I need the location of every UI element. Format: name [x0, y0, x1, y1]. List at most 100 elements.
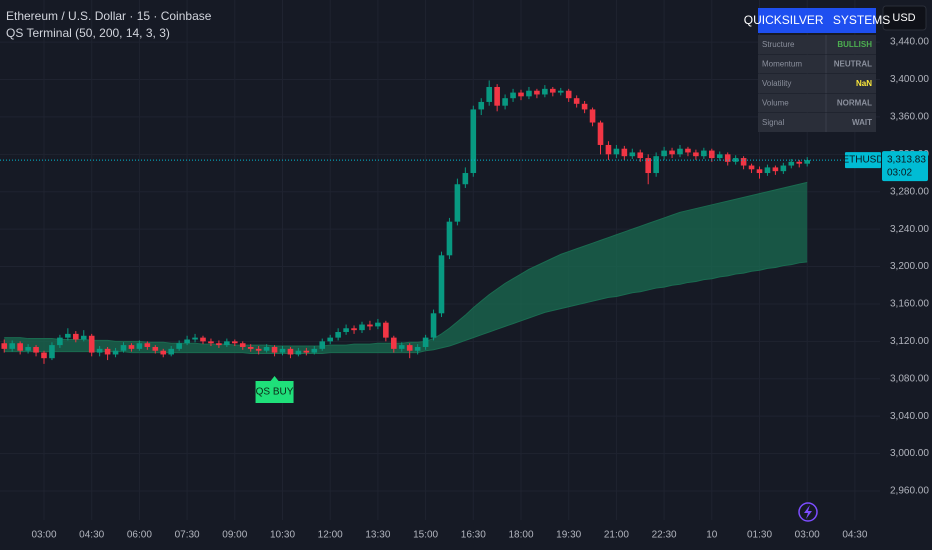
y-tick-label: 3,040.00 [890, 411, 929, 422]
candle-body [33, 346, 39, 353]
x-tick-label: 22:30 [652, 530, 677, 541]
candle-body [748, 165, 755, 170]
candle-body [589, 109, 596, 123]
table-row [758, 54, 876, 74]
candle-body [605, 144, 612, 155]
candle-body [80, 335, 87, 340]
candle-body [430, 313, 437, 338]
logo-icon[interactable] [798, 502, 818, 522]
candle-body [367, 324, 373, 327]
x-tick-label: 01:30 [747, 530, 772, 541]
table-row [758, 74, 876, 93]
currency-label: USD [892, 12, 915, 24]
candle-body [263, 346, 270, 351]
table-row [758, 93, 876, 113]
row-value: NEUTRAL [834, 60, 872, 69]
candle-body [120, 345, 127, 351]
y-tick-label: 3,360.00 [890, 112, 929, 123]
row-value: BULLISH [837, 40, 872, 49]
band-fill [4, 182, 808, 354]
x-tick-label: 19:30 [556, 530, 581, 541]
candle-body [724, 154, 731, 162]
x-tick-label: 18:00 [508, 530, 533, 541]
candle-body [9, 343, 15, 349]
candle-body [184, 339, 190, 344]
candle-body [232, 341, 238, 344]
candle-body [669, 150, 675, 155]
candle-body [796, 161, 803, 164]
x-tick-label: 04:30 [79, 530, 104, 541]
y-tick-label: 3,280.00 [890, 186, 929, 197]
x-tick-label: 03:00 [795, 530, 820, 541]
candle-body [152, 346, 159, 351]
candle-body [168, 348, 174, 355]
candle-body [17, 343, 23, 351]
candle-body [136, 343, 143, 349]
x-tick-label: 13:30 [365, 530, 390, 541]
row-value: NORMAL [837, 99, 872, 108]
price-tag [882, 151, 928, 182]
chart-title: Ethereum / U.S. Dollar · 15 · Coinbase [6, 9, 212, 23]
candle-body [637, 152, 644, 159]
y-tick-label: 3,120.00 [890, 336, 929, 347]
table-title: QUICKSILVER SYSTEMS [744, 13, 890, 27]
candle-body [597, 122, 604, 145]
row-value: WAIT [852, 118, 872, 127]
candle-body [303, 350, 310, 353]
x-tick-label: 06:00 [127, 530, 152, 541]
candle-body [494, 86, 500, 106]
candle-body [160, 350, 167, 355]
countdown-label: 03:02 [887, 168, 912, 179]
signal-label: QS BUY [256, 387, 294, 398]
candle-body [335, 332, 341, 338]
candle-body [550, 88, 556, 93]
candle-body [422, 337, 429, 347]
candle-body [65, 333, 71, 338]
y-tick-label: 2,960.00 [890, 486, 929, 497]
currency-button[interactable] [882, 5, 927, 31]
y-tick-label: 3,400.00 [890, 74, 929, 85]
candle-body [375, 322, 381, 327]
candle-body [216, 343, 222, 346]
x-tick-label: 21:00 [604, 530, 629, 541]
candle-body [701, 150, 707, 157]
candle-body [319, 341, 326, 349]
candle-body [343, 328, 349, 333]
candle-body [804, 160, 810, 164]
row-label: Volume [762, 99, 789, 108]
candle-body [756, 169, 763, 174]
candle-body [518, 92, 524, 97]
signal-box [255, 376, 294, 403]
x-tick-label: 03:00 [31, 530, 56, 541]
candle-body [271, 346, 278, 353]
candle-body [486, 86, 492, 102]
candle-body [573, 98, 580, 104]
price-label: 3,313.83 [887, 155, 926, 166]
candle-body [677, 148, 683, 155]
table-header [758, 8, 876, 33]
candle-body [287, 348, 294, 355]
candle-body [144, 343, 151, 347]
symbol-label: ETHUSD [842, 155, 883, 166]
x-tick-label: 16:30 [461, 530, 486, 541]
candle-body [621, 148, 628, 157]
candle-body [25, 346, 31, 351]
candle-body [653, 156, 659, 174]
candle-body [104, 348, 111, 355]
candle-body [192, 337, 198, 340]
row-label: Volatility [762, 79, 791, 88]
candle-body [565, 90, 572, 99]
candle-body [780, 165, 787, 172]
x-tick-label: 04:30 [842, 530, 867, 541]
candle-body [279, 348, 286, 353]
x-tick-label: 10:30 [270, 530, 295, 541]
indicator-name: QS Terminal (50, 200, 14, 3, 3) [6, 26, 170, 40]
candle-body [534, 90, 540, 95]
candle-body [327, 337, 333, 342]
candle-body [239, 343, 246, 347]
candle-body [224, 341, 230, 346]
candle-body [788, 161, 795, 166]
candle-body [502, 98, 508, 106]
candle-body [693, 152, 699, 157]
